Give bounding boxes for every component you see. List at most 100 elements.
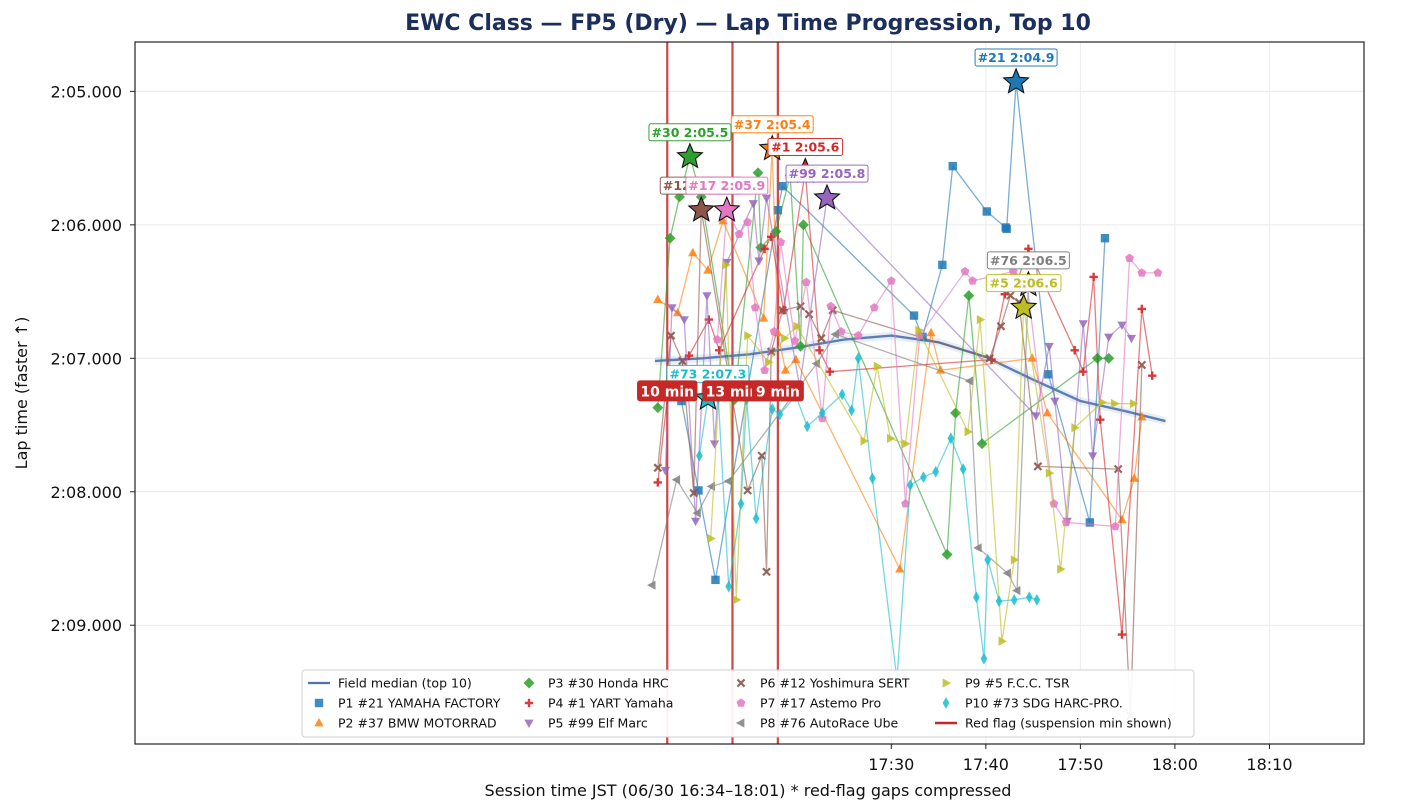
data-point: [674, 191, 686, 203]
series-8: [647, 280, 1032, 596]
data-point: [947, 432, 955, 445]
legend-item: P9 #5 F.C.C. TSR: [942, 676, 1070, 691]
data-point: [838, 388, 846, 401]
data-point: [909, 311, 919, 320]
data-point: [920, 471, 927, 483]
data-point: [1049, 499, 1059, 508]
legend-label: P5 #99 Elf Marc: [548, 716, 648, 731]
fastest-lap-label-box: [685, 176, 769, 195]
data-point: [707, 533, 716, 544]
data-point: [1006, 291, 1015, 300]
data-point: [765, 357, 774, 367]
data-point: [722, 260, 731, 270]
fastest-lap-label-box: [974, 48, 1058, 67]
data-point: [1089, 272, 1098, 282]
fastest-lap-label: #73 2:07.3: [670, 366, 747, 381]
data-point: [797, 219, 809, 231]
legend-item: P8 #76 AutoRace Ube: [735, 716, 899, 731]
data-point: [915, 325, 924, 335]
data-point: [790, 336, 800, 345]
data-point: [666, 331, 676, 340]
fastest-lap-label: #17 2:05.9: [688, 178, 765, 193]
y-axis-label: Lap time (faster ↑): [12, 317, 31, 470]
data-point: [767, 232, 776, 242]
red-flag-label-box: [751, 380, 804, 402]
data-point: [950, 407, 962, 419]
data-point: [796, 301, 805, 311]
data-point: [1078, 320, 1088, 329]
data-point: [652, 402, 664, 414]
fastest-lap-label: #21 2:04.9: [978, 50, 1055, 65]
legend-item: P4 #1 YART Yamaha: [524, 696, 673, 711]
legend-label: Field median (top 10): [338, 676, 472, 691]
plot-area: #21 2:04.9 #37 2:05.4 #30 2:05.5 #1 2:05.6 #…: [50, 41, 1365, 774]
data-point: [926, 327, 936, 337]
data-point: [725, 580, 733, 593]
data-point: [982, 207, 991, 216]
data-point: [980, 652, 988, 665]
fastest-lap-label: #1 2:05.6: [771, 139, 839, 154]
data-point: [768, 403, 776, 415]
legend-marker: [942, 697, 950, 709]
data-point: [761, 194, 772, 204]
data-point: [853, 330, 863, 340]
data-point: [869, 302, 879, 312]
data-point: [818, 407, 826, 419]
legend-marker: [314, 698, 324, 708]
red-flag-label: 9 min: [756, 384, 800, 400]
data-point: [678, 356, 687, 366]
data-point: [664, 232, 676, 244]
data-point: [1117, 514, 1127, 524]
data-point: [1129, 399, 1139, 409]
data-point: [998, 636, 1007, 646]
data-point: [963, 290, 975, 302]
data-point: [737, 497, 745, 510]
data-point: [1050, 397, 1060, 407]
data-point: [776, 408, 784, 421]
data-point: [801, 277, 811, 286]
data-point: [780, 365, 791, 374]
data-point: [976, 438, 988, 450]
fastest-lap-label-box: [648, 123, 732, 142]
chart-title: EWC Class — FP5 (Dry) — Lap Time Progres…: [405, 11, 1091, 36]
data-point: [959, 463, 967, 475]
data-point: [906, 479, 914, 491]
data-point: [679, 316, 689, 325]
x-tick-label: 18:00: [1152, 755, 1198, 774]
data-point: [1153, 268, 1163, 277]
data-point: [804, 309, 814, 319]
legend-marker: [523, 677, 535, 689]
data-point: [817, 333, 826, 343]
data-point: [1070, 346, 1079, 355]
data-point: [750, 302, 760, 312]
data-point: [830, 329, 839, 339]
fastest-lap-label-box: [767, 137, 844, 156]
legend-label: P7 #17 Astemo Pro: [760, 696, 881, 711]
data-point: [759, 313, 769, 322]
legend-marker: [314, 717, 324, 727]
data-point: [653, 478, 662, 487]
data-point: [689, 488, 699, 498]
data-point: [703, 265, 713, 274]
data-point: [702, 292, 712, 301]
data-point: [673, 307, 683, 317]
data-point: [1042, 407, 1052, 417]
data-point: [973, 543, 982, 553]
legend-item: P6 #12 Yoshimura SERT: [736, 676, 910, 691]
data-point: [1111, 399, 1120, 409]
data-point: [860, 436, 869, 446]
data-point: [660, 467, 670, 476]
data-point: [973, 591, 980, 604]
data-point: [1033, 593, 1041, 606]
data-point: [1137, 268, 1147, 277]
data-point: [752, 167, 764, 179]
series-10: [696, 352, 1041, 686]
data-point: [901, 499, 910, 508]
data-point: [1045, 468, 1055, 478]
data-point: [902, 439, 911, 449]
data-point: [760, 244, 769, 254]
data-point: [848, 404, 855, 417]
y-tick-label: 2:05.000: [50, 82, 122, 101]
data-point: [776, 237, 786, 246]
fastest-lap-star: [687, 195, 715, 222]
